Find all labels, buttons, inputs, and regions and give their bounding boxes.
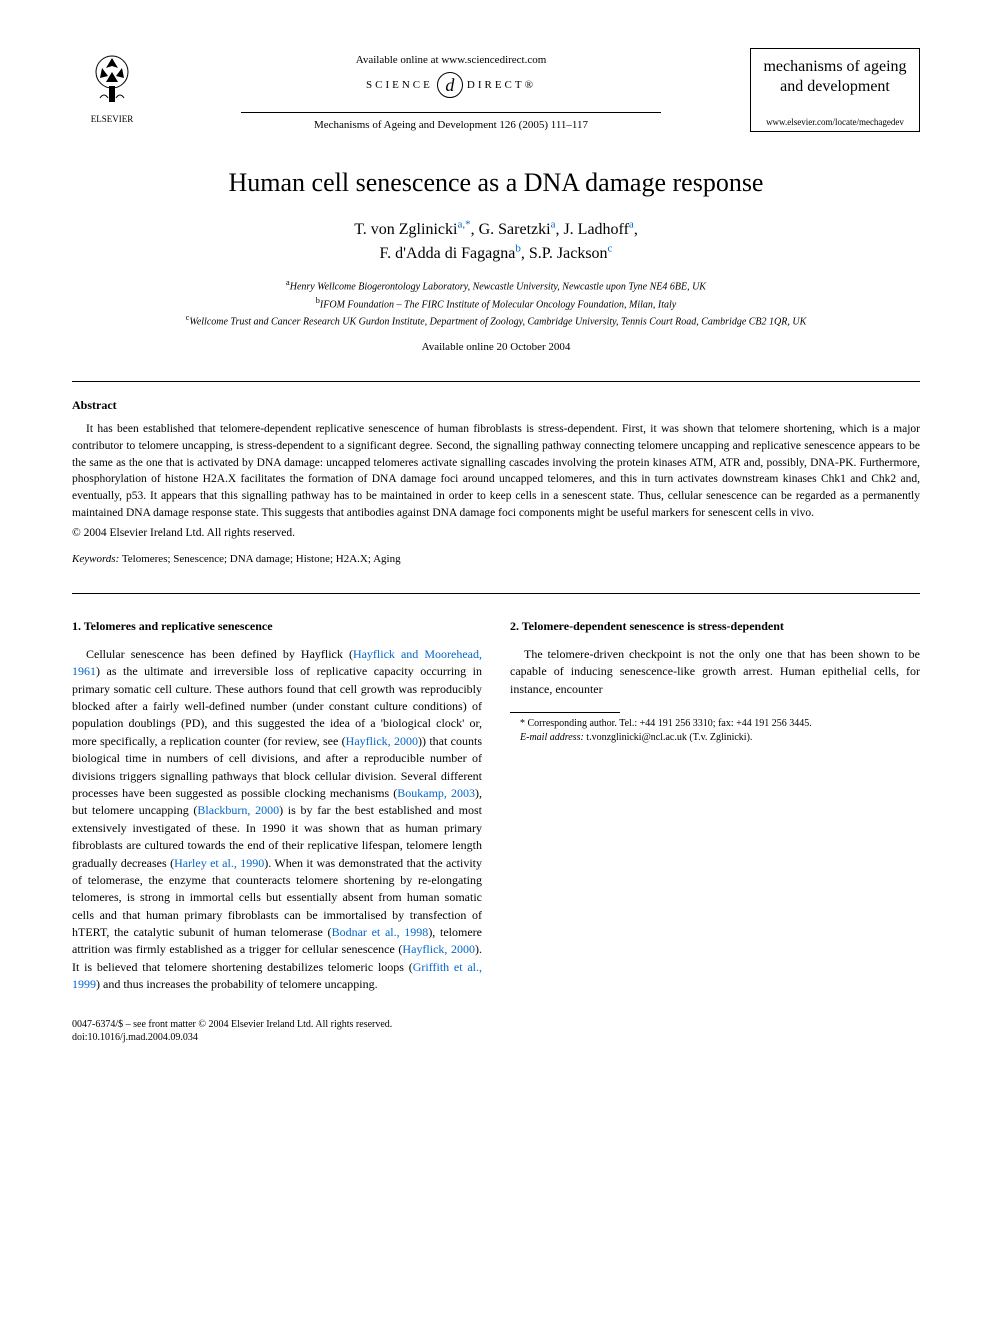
abstract-body: It has been established that telomere-de… [72,421,920,521]
sd-left: SCIENCE [366,79,433,91]
rule-above-abstract [72,381,920,382]
corresponding-star[interactable]: * [465,219,471,231]
rule-below-keywords [72,593,920,594]
keywords-text: Telomeres; Senescence; DNA damage; Histo… [119,553,400,565]
sd-at-icon: d [437,72,463,98]
affiliation-link[interactable]: a [629,219,634,231]
abstract-copyright: © 2004 Elsevier Ireland Ltd. All rights … [72,527,920,539]
header-center: Available online at www.sciencedirect.co… [152,48,750,131]
journal-box: mechanisms of ageing and development www… [750,48,920,132]
publisher-name: ELSEVIER [72,114,152,124]
footnote-rule [510,712,620,713]
corresponding-email: E-mail address: t.vonzglinicki@ncl.ac.uk… [510,731,920,745]
footer-line1: 0047-6374/$ – see front matter © 2004 El… [72,1018,920,1031]
journal-url: www.elsevier.com/locate/mechagedev [757,117,913,127]
header-rule [241,112,661,113]
affiliation-line: bIFOM Foundation – The FIRC Institute of… [72,295,920,312]
footer-line2: doi:10.1016/j.mad.2004.09.034 [72,1031,920,1044]
email-label: E-mail address: [520,732,584,743]
citation-link[interactable]: Blackburn, 2000 [197,803,279,817]
elsevier-tree-icon [82,48,142,108]
section-1-heading: 1. Telomeres and replicative senescence [72,618,482,635]
keywords: Keywords: Telomeres; Senescence; DNA dam… [72,553,920,565]
citation-link[interactable]: Hayflick, 2000 [346,734,418,748]
body-columns: 1. Telomeres and replicative senescence … [72,618,920,993]
citation-link[interactable]: Harley et al., 1990 [174,856,264,870]
citation-link[interactable]: Griffith et al., 1999 [72,960,482,991]
sciencedirect-logo: SCIENCE d DIRECT® [152,72,750,98]
affiliation-line: cWellcome Trust and Cancer Research UK G… [72,312,920,329]
footer: 0047-6374/$ – see front matter © 2004 El… [72,1018,920,1044]
citation-link[interactable]: Hayflick, 2000 [402,942,475,956]
journal-reference: Mechanisms of Ageing and Development 126… [152,119,750,131]
affiliation-link[interactable]: c [608,243,613,255]
affiliations: aHenry Wellcome Biogerontology Laborator… [72,277,920,329]
affiliation-line: aHenry Wellcome Biogerontology Laborator… [72,277,920,294]
keywords-label: Keywords: [72,553,119,565]
authors: T. von Zglinickia,*, G. Saretzkia, J. La… [72,218,920,265]
available-online-text: Available online at www.sciencedirect.co… [152,54,750,66]
abstract-heading: Abstract [72,398,920,413]
affiliation-link[interactable]: a, [457,219,465,231]
citation-link[interactable]: Hayflick and Moorehead, 1961 [72,647,482,678]
journal-name-l1: mechanisms of ageing [763,58,906,75]
sd-right: DIRECT® [467,79,536,91]
article-title: Human cell senescence as a DNA damage re… [72,168,920,198]
footnote-block: * Corresponding author. Tel.: +44 191 25… [510,712,920,744]
section-2-heading: 2. Telomere-dependent senescence is stre… [510,618,920,635]
affiliation-link[interactable]: a [551,219,556,231]
journal-name: mechanisms of ageing and development [757,57,913,97]
citation-link[interactable]: Bodnar et al., 1998 [332,925,429,939]
section-1-para: Cellular senescence has been defined by … [72,646,482,994]
publisher-logo: ELSEVIER [72,48,152,124]
section-2: 2. Telomere-dependent senescence is stre… [510,618,920,698]
corresponding-author: * Corresponding author. Tel.: +44 191 25… [510,717,920,731]
citation-link[interactable]: Boukamp, 2003 [397,786,475,800]
header: ELSEVIER Available online at www.science… [72,48,920,132]
section-1: 1. Telomeres and replicative senescence … [72,618,482,993]
available-date: Available online 20 October 2004 [72,341,920,353]
email-value: t.vonzglinicki@ncl.ac.uk (T.v. Zglinicki… [584,732,753,743]
affiliation-link[interactable]: b [515,243,521,255]
journal-name-l2: and development [780,78,890,95]
section-2-para: The telomere-driven checkpoint is not th… [510,646,920,698]
